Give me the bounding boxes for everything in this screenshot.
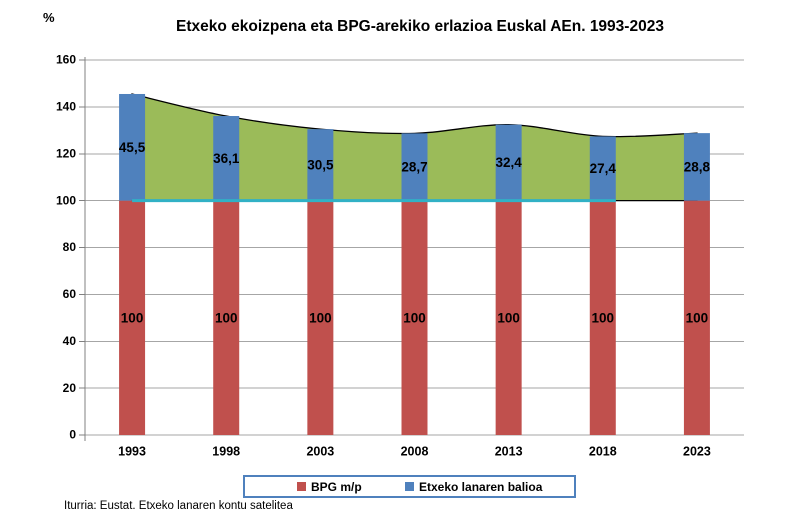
label-etxeko-2013: 32,4 — [496, 155, 523, 170]
bar-etxeko-1998 — [213, 116, 240, 201]
xtick-label-1998: 1998 — [212, 444, 240, 458]
ytick-label-120: 120 — [56, 146, 76, 160]
label-bpg-2013: 100 — [497, 310, 520, 325]
ytick-label-140: 140 — [56, 100, 76, 114]
label-bpg-1998: 100 — [215, 310, 238, 325]
y-axis-unit-label: % — [43, 10, 55, 25]
label-etxeko-2008: 28,7 — [401, 160, 427, 175]
xtick-label-2013: 2013 — [495, 444, 523, 458]
source-note: Iturria: Eustat. Etxeko lanaren kontu sa… — [64, 500, 293, 512]
ytick-label-100: 100 — [56, 193, 76, 207]
label-etxeko-1998: 36,1 — [213, 151, 240, 166]
xtick-label-2008: 2008 — [401, 444, 429, 458]
label-etxeko-2018: 27,4 — [590, 161, 617, 176]
bar-etxeko-2018 — [589, 136, 616, 201]
bar-etxeko-2008 — [401, 133, 428, 201]
xtick-label-2003: 2003 — [306, 444, 334, 458]
xtick-label-2018: 2018 — [589, 444, 617, 458]
label-bpg-2008: 100 — [403, 310, 426, 325]
label-bpg-2023: 100 — [686, 310, 709, 325]
bar-bpg-1993 — [119, 200, 146, 435]
legend-label-bpg: BPG m/p — [311, 479, 362, 494]
label-etxeko-1993: 45,5 — [119, 140, 146, 155]
bar-etxeko-2003 — [307, 129, 334, 201]
chart-legend: BPG m/p Etxeko lanaren balioa — [243, 475, 576, 498]
ytick-label-40: 40 — [63, 334, 77, 348]
legend-label-etxeko: Etxeko lanaren balioa — [419, 479, 543, 494]
bar-bpg-2023 — [683, 200, 710, 435]
ytick-label-20: 20 — [63, 381, 77, 395]
bar-bpg-2008 — [401, 200, 428, 435]
bar-bpg-2013 — [495, 200, 522, 435]
bar-bpg-2018 — [589, 200, 616, 435]
ytick-label-160: 160 — [56, 53, 76, 67]
legend-item-etxeko: Etxeko lanaren balioa — [405, 480, 542, 494]
bar-bpg-2003 — [307, 200, 334, 435]
bar-etxeko-1993 — [119, 93, 146, 201]
label-etxeko-2023: 28,8 — [684, 159, 711, 174]
label-bpg-1993: 100 — [121, 310, 144, 325]
label-bpg-2018: 100 — [592, 310, 615, 325]
legend-swatch-etxeko — [405, 482, 414, 491]
legend-item-bpg: BPG m/p — [297, 480, 362, 494]
bar-etxeko-2013 — [495, 124, 522, 201]
legend-swatch-bpg — [297, 482, 306, 491]
ytick-label-60: 60 — [63, 287, 77, 301]
ytick-label-80: 80 — [63, 240, 77, 254]
bar-bpg-1998 — [213, 200, 240, 435]
chart-plot-area: 0 20 40 60 80 100 120 140 160 100 45,5 100 36,1 100 30… — [56, 53, 744, 458]
xtick-label-2023: 2023 — [683, 444, 711, 458]
ytick-label-0: 0 — [69, 428, 76, 442]
chart-title: Etxeko ekoizpena eta BPG-arekiko erlazio… — [176, 18, 664, 35]
label-bpg-2003: 100 — [309, 310, 332, 325]
xtick-label-1993: 1993 — [118, 444, 146, 458]
label-etxeko-2003: 30,5 — [307, 157, 334, 172]
bar-etxeko-2023 — [683, 133, 710, 201]
